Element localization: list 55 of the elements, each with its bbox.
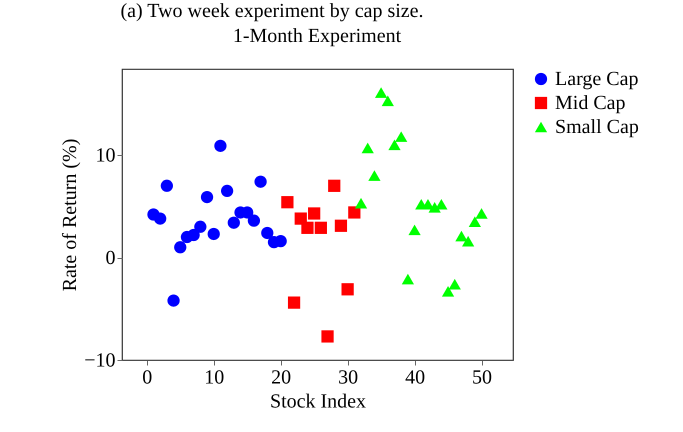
point <box>354 198 368 209</box>
point <box>200 190 214 204</box>
y-axis-title: Rate of Return (%) <box>59 138 82 292</box>
point <box>194 220 206 233</box>
y-tick-label: 10 <box>96 144 116 167</box>
point <box>382 95 394 106</box>
point <box>334 220 348 232</box>
y-tick-label: −10 <box>84 350 116 372</box>
x-tick-label: 0 <box>142 366 152 388</box>
point <box>174 241 186 254</box>
x-tick-label: 50 <box>472 366 492 388</box>
point <box>261 226 274 240</box>
point <box>208 228 220 240</box>
point <box>402 274 414 284</box>
point <box>160 180 173 192</box>
point <box>248 214 260 227</box>
point <box>188 228 200 242</box>
point <box>468 216 481 227</box>
legend-label: Mid Cap <box>555 92 626 114</box>
legend-label: Small Cap <box>555 116 639 138</box>
point <box>475 208 488 219</box>
chart-title: 1-Month Experiment <box>232 25 402 47</box>
point <box>288 296 300 309</box>
point <box>342 283 354 296</box>
text: (a) Two week experiment by cap size. <box>120 0 424 22</box>
point <box>220 184 234 198</box>
point <box>328 180 340 192</box>
point <box>368 170 381 181</box>
point <box>167 294 180 307</box>
x-tick-label: 40 <box>405 366 426 388</box>
point <box>388 140 401 150</box>
point <box>154 212 166 225</box>
point <box>281 196 294 208</box>
point <box>348 206 360 219</box>
x-tick-label: 30 <box>338 366 358 388</box>
point <box>254 176 267 188</box>
x-tick-label: 20 <box>271 366 292 388</box>
point <box>321 330 334 343</box>
point <box>442 286 454 297</box>
point <box>228 216 240 229</box>
point <box>462 236 474 246</box>
point <box>455 230 468 242</box>
x-axis-title: Stock Index <box>270 390 366 412</box>
point <box>448 278 461 290</box>
point <box>408 224 421 236</box>
legend-label: Large Cap <box>555 68 638 90</box>
y-tick-label: 0 <box>106 247 116 270</box>
point <box>374 87 388 98</box>
point <box>308 207 320 220</box>
point <box>314 222 327 234</box>
point <box>301 222 314 234</box>
x-tick-label: 10 <box>204 366 224 388</box>
point <box>395 131 408 142</box>
point <box>362 142 374 154</box>
point <box>214 140 227 152</box>
